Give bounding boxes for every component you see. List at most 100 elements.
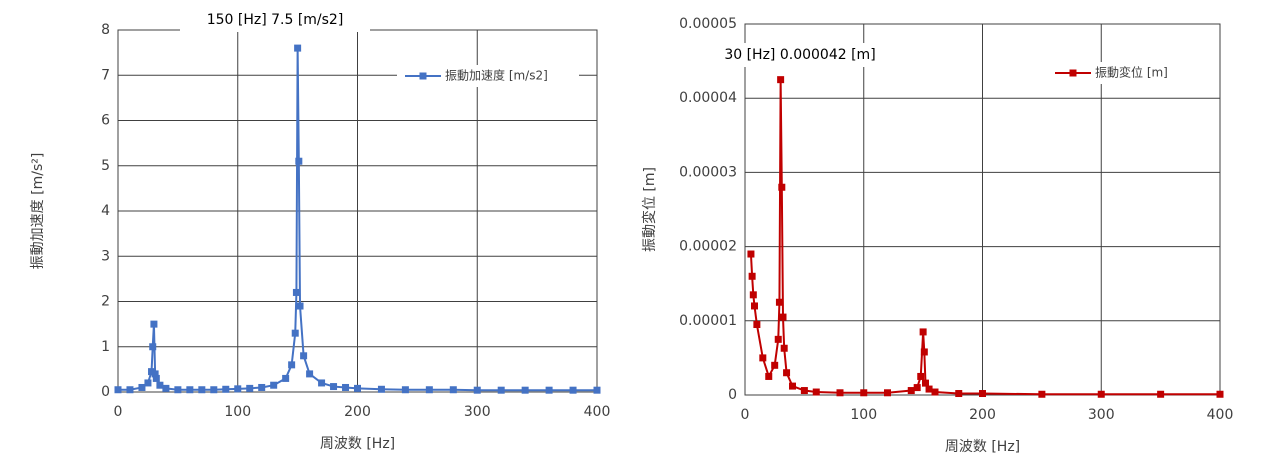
data-point bbox=[246, 384, 254, 392]
x-tick-label: 300 bbox=[1088, 407, 1115, 423]
legend-box bbox=[397, 65, 579, 87]
y-tick-label: 5 bbox=[101, 158, 110, 174]
data-point bbox=[258, 383, 266, 391]
x-axis-label: 周波数 [Hz] bbox=[320, 436, 395, 452]
data-point bbox=[922, 379, 929, 387]
data-point bbox=[765, 372, 773, 380]
annotation: 150 [Hz] 7.5 [m/s2] bbox=[207, 12, 344, 28]
x-tick-label: 100 bbox=[850, 407, 877, 423]
data-point bbox=[521, 386, 529, 394]
data-point bbox=[330, 383, 338, 391]
y-axis-label: 振動加速度 [m/s²] bbox=[30, 153, 46, 270]
y-tick-label: 0 bbox=[101, 384, 110, 400]
data-point bbox=[836, 389, 844, 397]
data-point bbox=[150, 320, 158, 328]
data-point bbox=[783, 369, 791, 377]
data-point bbox=[747, 250, 755, 258]
data-point bbox=[425, 386, 433, 394]
y-tick-label: 3 bbox=[101, 248, 110, 264]
data-point bbox=[473, 386, 481, 394]
data-point bbox=[151, 370, 159, 378]
data-point bbox=[318, 379, 326, 387]
data-point bbox=[545, 386, 553, 394]
data-point bbox=[114, 386, 122, 394]
x-tick-label: 300 bbox=[464, 404, 491, 420]
x-tick-label: 400 bbox=[584, 404, 611, 420]
data-point bbox=[377, 385, 385, 393]
data-point bbox=[296, 302, 304, 310]
data-point bbox=[144, 379, 152, 387]
data-point bbox=[449, 386, 457, 394]
data-point bbox=[955, 390, 963, 398]
data-point bbox=[748, 272, 756, 280]
x-tick-label: 100 bbox=[224, 404, 251, 420]
series-line bbox=[749, 79, 1220, 396]
data-point bbox=[295, 157, 303, 165]
data-point bbox=[979, 390, 986, 398]
data-point bbox=[174, 386, 182, 394]
x-tick-label: 0 bbox=[114, 404, 123, 420]
x-tick-label: 200 bbox=[344, 404, 371, 420]
data-point bbox=[222, 385, 230, 393]
x-tick-label: 0 bbox=[741, 407, 750, 423]
data-point bbox=[777, 76, 785, 84]
data-point bbox=[779, 313, 787, 321]
data-point bbox=[148, 368, 156, 376]
y-tick-label: 7 bbox=[101, 67, 110, 83]
data-point bbox=[210, 386, 218, 394]
data-point bbox=[162, 384, 170, 392]
data-point bbox=[1157, 390, 1165, 398]
y-tick-label: 0.00001 bbox=[679, 313, 737, 329]
legend-label: 振動変位 [m] bbox=[1095, 65, 1168, 80]
data-point bbox=[759, 354, 767, 362]
data-point bbox=[288, 361, 296, 369]
data-point bbox=[306, 370, 314, 378]
data-point bbox=[291, 329, 299, 337]
data-point bbox=[812, 388, 820, 396]
x-tick-label: 400 bbox=[1207, 407, 1234, 423]
y-tick-label: 2 bbox=[101, 294, 110, 310]
y-tick-label: 0.00003 bbox=[679, 164, 737, 180]
y-tick-label: 0.00004 bbox=[679, 90, 737, 106]
y-tick-label: 8 bbox=[101, 22, 110, 38]
data-point bbox=[919, 328, 927, 336]
data-point bbox=[354, 384, 361, 392]
data-point bbox=[234, 385, 242, 393]
data-point bbox=[138, 383, 146, 391]
y-tick-label: 6 bbox=[101, 113, 110, 129]
data-point bbox=[800, 387, 808, 395]
data-point bbox=[593, 386, 601, 394]
legend-label: 振動加速度 [m/s2] bbox=[445, 68, 548, 83]
data-point bbox=[186, 386, 194, 394]
data-point bbox=[282, 374, 290, 382]
data-point bbox=[1216, 390, 1224, 398]
data-point bbox=[270, 381, 278, 389]
data-point bbox=[198, 386, 206, 394]
data-point bbox=[569, 386, 577, 394]
data-point bbox=[780, 344, 788, 352]
legend-box bbox=[1047, 62, 1202, 84]
y-tick-label: 0.00002 bbox=[679, 239, 737, 255]
y-tick-label: 4 bbox=[101, 203, 110, 219]
annotation-box bbox=[720, 43, 880, 67]
legend-marker bbox=[419, 72, 427, 80]
x-tick-label: 200 bbox=[969, 407, 996, 423]
legend-marker bbox=[1069, 69, 1077, 77]
y-tick-label: 1 bbox=[101, 339, 110, 355]
annotation: 30 [Hz] 0.000042 [m] bbox=[724, 47, 875, 63]
annotation-box bbox=[180, 8, 370, 32]
y-axis-label: 振動変位 [m] bbox=[641, 167, 658, 252]
data-point bbox=[917, 372, 925, 380]
data-point bbox=[860, 389, 868, 397]
data-point bbox=[300, 352, 308, 360]
data-point bbox=[884, 389, 891, 397]
data-point bbox=[342, 383, 350, 391]
data-point bbox=[920, 348, 928, 356]
data-point bbox=[294, 44, 302, 52]
data-point bbox=[778, 183, 786, 191]
data-point bbox=[775, 298, 783, 306]
data-point bbox=[913, 384, 921, 392]
chart: 0 1 2 3 4 5 6 7 8 0 100 200 300 400 周波数 [Hz] 振動加速度 [m/s… bbox=[30, 8, 610, 452]
data-point bbox=[749, 291, 757, 299]
